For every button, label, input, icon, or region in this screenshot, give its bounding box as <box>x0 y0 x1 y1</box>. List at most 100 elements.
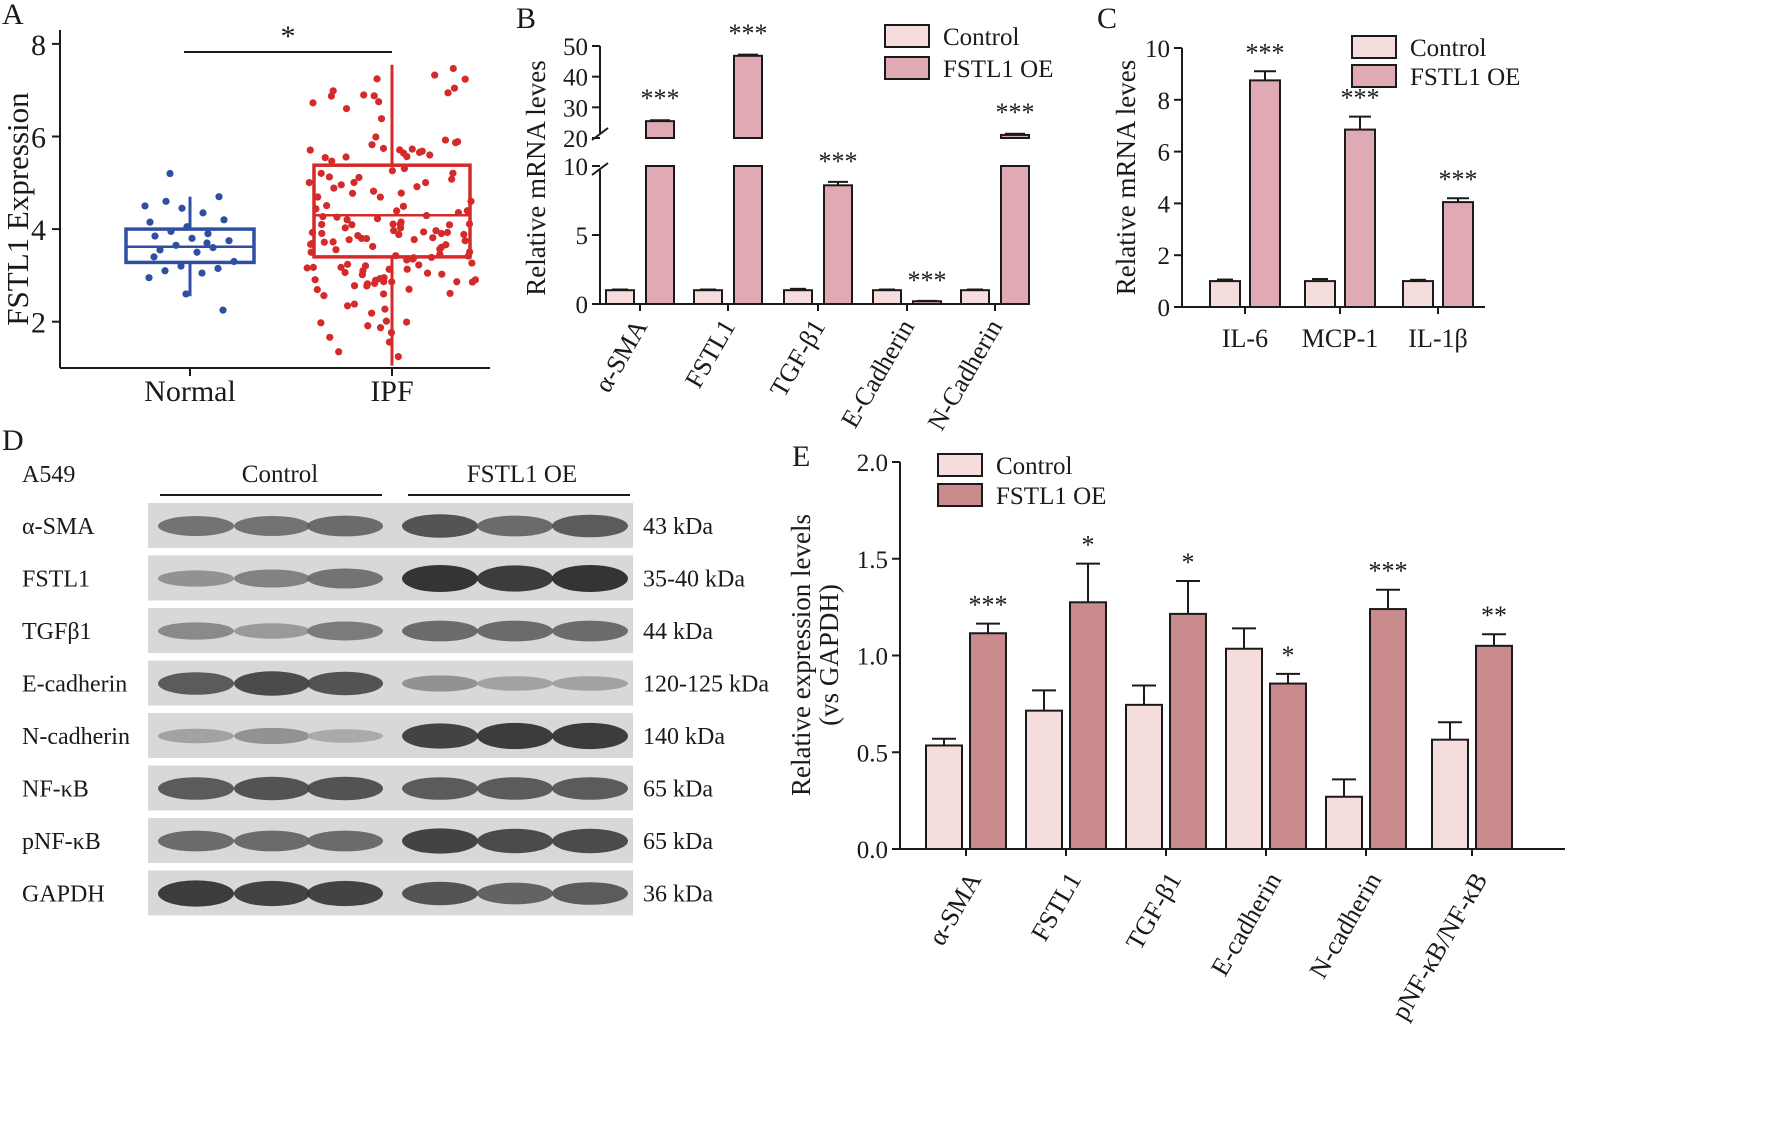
point-ipf <box>389 220 397 228</box>
bar-oe <box>1475 644 1513 851</box>
point-ipf <box>326 333 334 341</box>
point-normal <box>156 246 164 254</box>
point-ipf <box>395 230 403 239</box>
blot-band <box>477 620 553 642</box>
point-ipf <box>431 71 439 79</box>
group-label-control: Control <box>242 461 318 488</box>
point-normal <box>204 230 212 238</box>
significance-mark: ** <box>1481 601 1507 630</box>
axis-break-mark <box>591 162 609 176</box>
blot-size-label: 120-125 kDa <box>643 672 769 698</box>
panel-label-a: A <box>2 0 24 31</box>
point-ipf <box>377 115 386 123</box>
bar-control <box>925 744 963 850</box>
point-ipf <box>399 202 408 210</box>
point-normal <box>220 216 228 224</box>
y-tick-label: 10 <box>1145 36 1170 63</box>
y-axis-label: FSTL1 Expression <box>0 92 35 326</box>
x-tick-label: E-cadherin <box>1205 868 1287 981</box>
point-ipf <box>305 178 313 187</box>
point-normal <box>182 290 190 298</box>
x-tick-label: FSTL1 <box>1025 868 1087 946</box>
bar-control <box>1209 280 1241 309</box>
point-ipf <box>321 154 329 162</box>
blot-band <box>234 727 310 745</box>
point-normal <box>199 209 207 217</box>
blot-band <box>402 777 478 800</box>
point-ipf <box>335 348 343 356</box>
significance-mark: *** <box>1341 84 1380 113</box>
y-tick-label: 10 <box>563 154 588 181</box>
blot-band <box>158 622 234 640</box>
point-normal <box>178 204 186 212</box>
point-ipf <box>403 256 411 264</box>
y-axis-label: Relative expression levels <box>786 514 816 796</box>
bar-oe <box>1169 612 1207 851</box>
point-normal <box>167 227 175 236</box>
point-ipf <box>325 173 334 181</box>
y-tick-label: 50 <box>563 34 588 61</box>
legend-swatch-1 <box>1351 64 1397 88</box>
point-ipf <box>444 89 452 97</box>
point-ipf <box>402 318 411 326</box>
point-ipf <box>452 139 460 147</box>
legend-swatch-1 <box>884 56 930 80</box>
bar-control <box>872 289 902 306</box>
bar-control <box>960 289 990 306</box>
blot-band <box>477 515 553 537</box>
point-ipf <box>387 328 396 337</box>
significance-mark: *** <box>969 591 1008 620</box>
point-ipf <box>319 212 327 221</box>
point-ipf <box>449 64 457 73</box>
point-ipf <box>388 167 396 175</box>
x-tick-label: Normal <box>144 375 236 408</box>
y-tick-label: 1.5 <box>857 547 888 574</box>
point-ipf <box>437 229 446 238</box>
point-ipf <box>468 278 476 286</box>
point-ipf <box>413 183 421 191</box>
blot-band <box>158 728 234 744</box>
point-ipf <box>461 237 469 245</box>
point-ipf <box>422 179 430 187</box>
point-ipf <box>443 228 452 237</box>
point-ipf <box>343 260 352 268</box>
point-ipf <box>369 242 377 251</box>
blot-row-label: N-cadherin <box>22 724 130 750</box>
bar-oe <box>1442 201 1474 308</box>
blot-row-label: TGFβ1 <box>22 619 92 645</box>
point-ipf <box>307 248 315 256</box>
legend-label: Control <box>1410 35 1486 62</box>
point-normal <box>193 248 201 256</box>
blot-band <box>552 676 628 691</box>
point-ipf <box>333 213 341 221</box>
point-ipf <box>454 208 463 217</box>
point-ipf <box>397 189 405 197</box>
blot-row-label: α-SMA <box>22 514 95 540</box>
y-tick-label: 0.5 <box>857 740 888 767</box>
significance-mark: *** <box>908 266 947 295</box>
blot-band <box>307 515 383 537</box>
point-normal <box>215 193 223 201</box>
significance-mark: *** <box>1246 38 1285 67</box>
blot-size-label: 65 kDa <box>643 777 713 803</box>
point-ipf <box>448 175 456 183</box>
y-tick-label: 40 <box>563 65 588 92</box>
blot-band <box>402 564 478 593</box>
point-ipf <box>464 252 472 260</box>
blot-band <box>158 777 234 800</box>
point-ipf <box>436 250 444 258</box>
point-normal <box>151 232 159 240</box>
point-ipf <box>432 227 440 235</box>
point-ipf <box>308 239 316 248</box>
blot-band <box>158 516 234 536</box>
legend-swatch-1 <box>937 483 983 507</box>
bar-control <box>1431 738 1469 850</box>
point-ipf <box>343 216 351 224</box>
x-tick-label: α-SMA <box>589 314 654 397</box>
blot-band <box>552 620 628 642</box>
point-ipf <box>350 282 359 290</box>
significance-mark: *** <box>641 84 680 113</box>
y-tick-label: 1.0 <box>857 644 888 671</box>
panel-d-western-blot: A549 Control FSTL1 OE α-SMA 43 kDa FSTL1 35-40… <box>22 461 769 916</box>
